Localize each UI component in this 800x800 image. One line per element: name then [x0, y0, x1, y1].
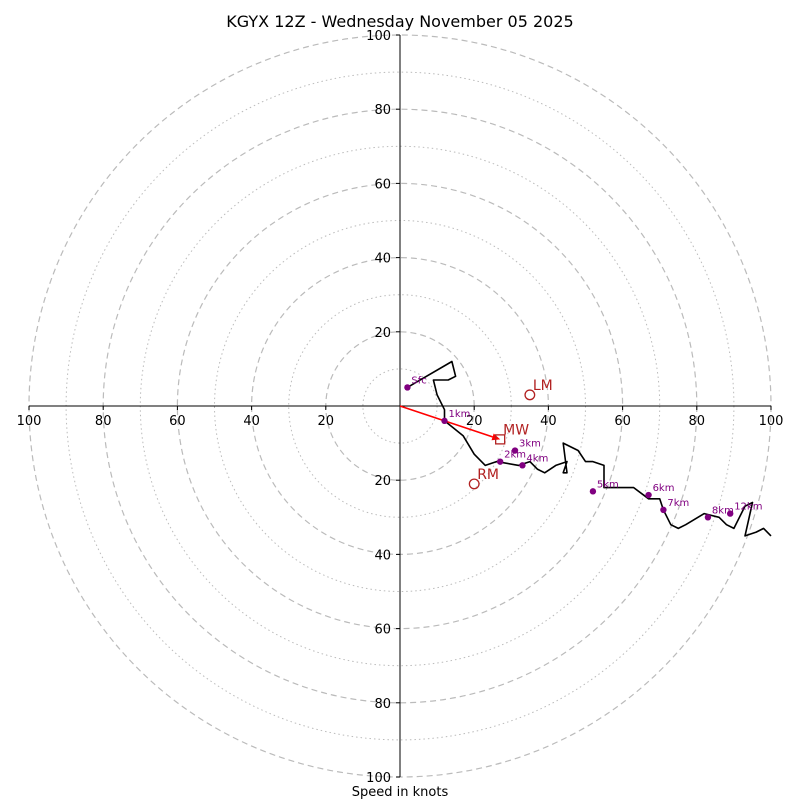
y-tick-label: 60: [374, 623, 391, 638]
y-tick-label: 100: [366, 771, 391, 786]
storm-motion-label: LM: [533, 378, 553, 394]
x-tick-label: 40: [540, 414, 557, 429]
storm-motion-markers: LM MW RM: [468, 378, 553, 490]
height-marker: [441, 417, 448, 425]
storm-motion-marker: [524, 389, 536, 401]
x-axis-label: Speed in knots: [352, 785, 449, 800]
y-tick-label: 100: [366, 29, 391, 44]
x-tick-label: 20: [318, 414, 335, 429]
x-tick-label: 40: [243, 414, 260, 429]
height-marker: [511, 447, 519, 454]
height-marker: [645, 491, 652, 499]
height-label: 6km: [653, 483, 675, 494]
height-marker: [496, 458, 504, 465]
x-tick-label: 60: [614, 414, 631, 429]
y-tick-label: 40: [374, 252, 391, 267]
height-marker: [404, 384, 411, 391]
storm-motion-label: RM: [477, 467, 499, 483]
hodograph-trace: [406, 360, 772, 537]
hodograph-line: [406, 360, 772, 537]
x-tick-label: 20: [466, 414, 483, 429]
height-label: 7km: [667, 498, 689, 509]
height-label: 8km: [712, 505, 734, 516]
chart-title: KGYX 12Z - Wednesday November 05 2025: [226, 12, 573, 31]
height-label: 5km: [597, 479, 619, 490]
y-tick-label: 80: [374, 697, 391, 712]
y-tick-label: 60: [374, 177, 391, 192]
x-tick-label: 80: [95, 414, 112, 429]
storm-motion-marker: [468, 478, 480, 490]
height-label: 2km: [504, 450, 526, 461]
y-tick-label: 80: [374, 103, 391, 118]
height-marker: [704, 514, 712, 521]
height-label: 3km: [519, 439, 541, 450]
x-tick-label: 80: [689, 414, 706, 429]
x-tick-label: 100: [17, 414, 42, 429]
height-label: 4km: [526, 453, 548, 464]
x-tick-label: 100: [759, 414, 784, 429]
y-tick-label: 20: [374, 326, 391, 341]
height-label: 1km: [449, 409, 471, 420]
y-tick-label: 40: [374, 548, 391, 563]
height-label: 12km: [734, 502, 762, 513]
x-tick-label: 60: [169, 414, 186, 429]
height-marker: [660, 506, 667, 514]
y-tick-label: 20: [374, 474, 391, 489]
tick-labels: 100 100 80 80 60 60 40 40 20 20 20 20 40 40 60 60 80 80 10…: [17, 29, 784, 786]
height-marker: [589, 488, 597, 495]
mean-wind-marker: [495, 434, 506, 445]
height-label: Sfc: [411, 375, 426, 386]
height-marker: [726, 510, 734, 517]
storm-motion-label: MW: [503, 422, 529, 438]
height-marker: [519, 462, 526, 469]
